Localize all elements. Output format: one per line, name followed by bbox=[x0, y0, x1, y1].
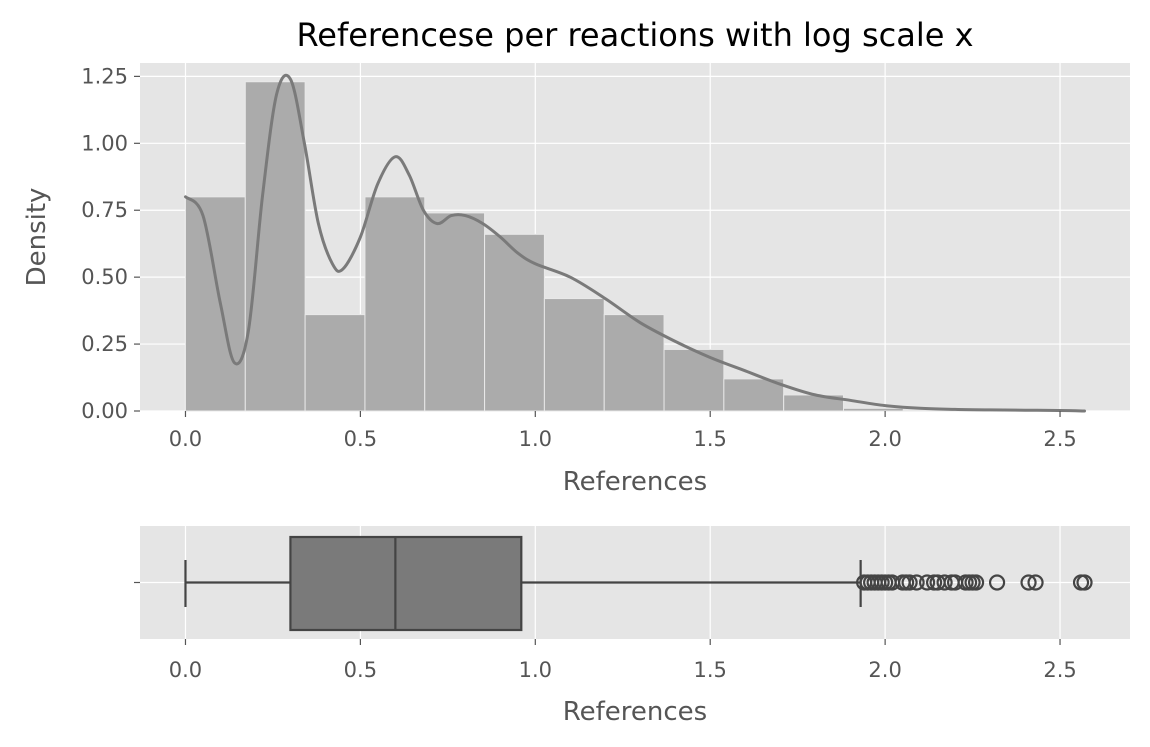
boxplot-box bbox=[289, 535, 523, 632]
histogram-y-tick-label: 1.00 bbox=[81, 131, 128, 155]
boxplot-outlier bbox=[936, 574, 953, 591]
histogram-y-tick-label: 0.00 bbox=[81, 399, 128, 423]
kde-curve bbox=[184, 73, 1086, 413]
boxplot-x-tick-label: 2.5 bbox=[1043, 658, 1076, 682]
histogram-bar bbox=[304, 314, 366, 412]
boxplot-x-tick-label: 1.0 bbox=[519, 658, 552, 682]
boxplot-panel: 0.0 0.5 1.0 1.5 2.0 2.5 References bbox=[134, 526, 1130, 727]
histogram-bar bbox=[244, 81, 306, 412]
boxplot-x-ticks: 0.0 0.5 1.0 1.5 2.0 2.5 bbox=[169, 639, 1077, 682]
boxplot-x-tick-label: 2.0 bbox=[868, 658, 901, 682]
boxplot-outlier bbox=[919, 574, 936, 591]
histogram-y-tick-label: 0.50 bbox=[81, 265, 128, 289]
histogram-x-tick-label: 2.0 bbox=[868, 427, 901, 451]
boxplot-outlier bbox=[988, 574, 1006, 591]
boxplot-outlier bbox=[1020, 574, 1037, 591]
boxplot-x-tick-label: 1.5 bbox=[694, 658, 727, 682]
histogram-x-tick-label: 2.5 bbox=[1043, 427, 1076, 451]
histogram-y-tick-label: 0.25 bbox=[81, 332, 128, 356]
histogram-bar bbox=[842, 407, 904, 412]
histogram-x-ticks: 0.0 0.5 1.0 1.5 2.0 2.5 bbox=[169, 411, 1077, 451]
chart-title: Referencese per reactions with log scale… bbox=[296, 16, 973, 54]
histogram-y-ticks: 0.00 0.25 0.50 0.75 1.00 1.25 bbox=[81, 64, 140, 423]
histogram-x-axis-label: References bbox=[563, 467, 707, 497]
histogram-bar bbox=[364, 196, 426, 412]
boxplot-x-tick-label: 0.0 bbox=[169, 658, 202, 682]
histogram-bar bbox=[543, 298, 605, 412]
histogram-panel: 0.0 0.5 1.0 1.5 2.0 2.5 0.00 0.25 0.50 0.75 1.00 1… bbox=[22, 16, 1130, 497]
histogram-y-tick-label: 0.75 bbox=[81, 198, 128, 222]
boxplot-x-axis-label: References bbox=[563, 697, 707, 727]
boxplot-x-tick-label: 0.5 bbox=[344, 658, 377, 682]
boxplot-outlier bbox=[1076, 574, 1093, 591]
histogram-x-tick-label: 0.0 bbox=[169, 427, 202, 451]
histogram-bar bbox=[184, 196, 246, 412]
boxplot-outliers bbox=[856, 574, 1093, 591]
boxplot-outlier bbox=[1027, 574, 1044, 591]
boxplot-outlier bbox=[901, 574, 918, 591]
boxplot-outlier bbox=[908, 574, 925, 591]
histogram-x-tick-label: 1.0 bbox=[519, 427, 552, 451]
histogram-bar bbox=[484, 233, 545, 412]
histogram-bar bbox=[424, 212, 486, 412]
histogram-bar bbox=[603, 314, 665, 412]
histogram-y-tick-label: 1.25 bbox=[81, 64, 128, 88]
histogram-y-axis-label: Density bbox=[22, 188, 52, 287]
boxplot-outlier bbox=[967, 574, 985, 591]
histogram-x-tick-label: 1.5 bbox=[694, 427, 727, 451]
histogram-x-tick-label: 0.5 bbox=[344, 427, 377, 451]
boxplot-body bbox=[184, 535, 862, 632]
